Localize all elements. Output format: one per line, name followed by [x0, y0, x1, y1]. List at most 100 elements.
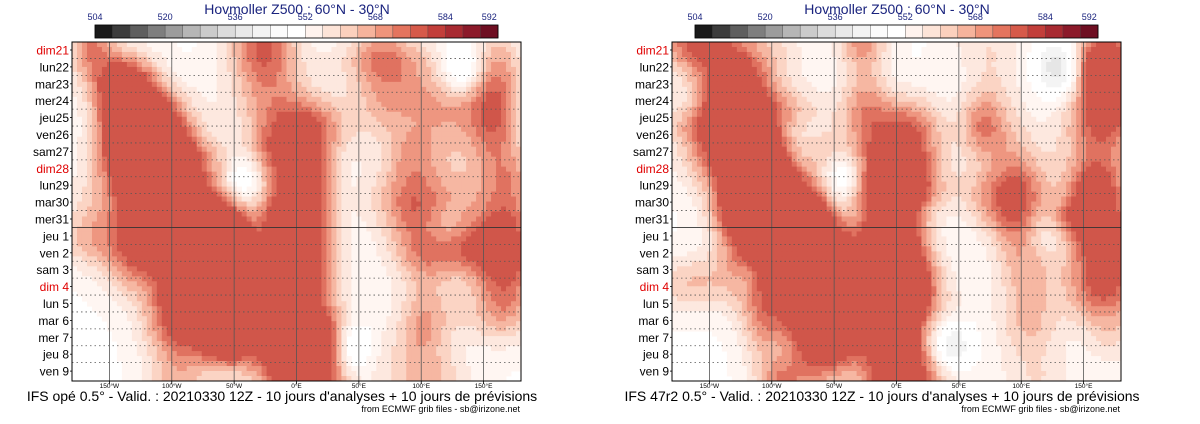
heatmap-cell	[491, 256, 497, 262]
heatmap-cell	[111, 66, 118, 73]
heatmap-cell	[221, 211, 228, 217]
heatmap-cell	[166, 141, 173, 148]
heatmap-cell	[181, 256, 188, 262]
heatmap-cell	[86, 201, 93, 207]
heatmap-cell	[366, 111, 372, 118]
heatmap-cell	[436, 296, 442, 302]
heatmap-cell	[291, 81, 297, 88]
heatmap-cell	[361, 296, 367, 302]
heatmap-cell	[301, 271, 307, 277]
heatmap-cell	[191, 216, 198, 222]
heatmap-cell	[221, 76, 228, 83]
heatmap-cell	[251, 106, 257, 113]
heatmap-cell	[186, 81, 193, 88]
heatmap-cell	[241, 111, 248, 118]
heatmap-cell	[271, 101, 277, 108]
heatmap-cell	[461, 251, 467, 257]
heatmap-cell	[386, 296, 392, 302]
heatmap-cell	[486, 91, 492, 98]
heatmap-cell	[331, 276, 337, 282]
heatmap-cell	[381, 61, 387, 68]
heatmap-cell	[216, 81, 223, 88]
heatmap-cell	[296, 161, 302, 168]
heatmap-cell	[381, 296, 387, 302]
heatmap-cell	[306, 261, 312, 267]
heatmap-cell	[261, 96, 267, 103]
heatmap-cell	[416, 206, 422, 212]
heatmap-cell	[166, 121, 173, 128]
heatmap-cell	[216, 221, 223, 227]
heatmap-cell	[251, 126, 257, 133]
heatmap-cell	[371, 201, 377, 207]
heatmap-cell	[441, 181, 447, 187]
heatmap-cell	[311, 201, 317, 207]
heatmap-cell	[371, 136, 377, 143]
heatmap-cell	[216, 256, 223, 262]
heatmap-cell	[181, 161, 188, 168]
heatmap-cell	[96, 111, 103, 118]
heatmap-cell	[456, 121, 462, 128]
heatmap-cell	[216, 101, 223, 108]
heatmap-cell	[211, 221, 218, 227]
heatmap-cell	[401, 146, 407, 153]
heatmap-cell	[86, 266, 93, 272]
heatmap-cell	[296, 256, 302, 262]
heatmap-cell	[426, 246, 432, 252]
heatmap-cell	[296, 281, 302, 287]
heatmap-cell	[491, 296, 497, 302]
heatmap-cell	[491, 121, 497, 128]
heatmap-cell	[341, 216, 347, 222]
heatmap-cell	[486, 281, 492, 287]
heatmap-cell	[396, 316, 402, 322]
heatmap-cell	[221, 146, 228, 153]
heatmap-cell	[121, 136, 128, 143]
heatmap-cell	[166, 116, 173, 123]
heatmap-cell	[291, 191, 297, 197]
heatmap-cell	[86, 101, 93, 108]
heatmap-cell	[96, 171, 103, 178]
heatmap-cell	[416, 291, 422, 297]
heatmap-cell	[311, 231, 317, 237]
heatmap-cell	[496, 146, 502, 153]
heatmap-cell	[261, 176, 267, 182]
heatmap-cell	[281, 211, 287, 217]
heatmap-cell	[361, 111, 367, 118]
heatmap-cell	[251, 271, 257, 277]
heatmap-cell	[251, 276, 257, 282]
heatmap-cell	[101, 211, 108, 217]
heatmap-cell	[286, 211, 292, 217]
heatmap-cell	[336, 66, 342, 73]
heatmap-cell	[431, 271, 437, 277]
heatmap-cell	[431, 231, 437, 237]
heatmap-cell	[236, 216, 243, 222]
heatmap-cell	[421, 226, 427, 232]
heatmap-cell	[456, 171, 462, 178]
heatmap-cell	[226, 161, 233, 168]
heatmap-cell	[401, 121, 407, 128]
heatmap-cell	[301, 261, 307, 267]
heatmap-cell	[386, 221, 392, 227]
heatmap-cell	[246, 286, 252, 292]
heatmap-cell	[386, 161, 392, 168]
heatmap-cell	[291, 271, 297, 277]
heatmap-cell	[321, 281, 327, 287]
heatmap-cell	[506, 121, 512, 128]
heatmap-cell	[126, 206, 133, 212]
heatmap-cell	[96, 191, 103, 197]
heatmap-cell	[486, 171, 492, 178]
heatmap-cell	[361, 96, 367, 103]
heatmap-cell	[351, 146, 357, 153]
heatmap-cell	[411, 246, 417, 252]
heatmap-cell	[316, 81, 322, 88]
heatmap-cell	[431, 146, 437, 153]
heatmap-cell	[271, 42, 277, 48]
heatmap-cell	[301, 46, 307, 53]
heatmap-cell	[371, 256, 377, 262]
heatmap-cell	[401, 246, 407, 252]
heatmap-cell	[236, 56, 243, 63]
heatmap-cell	[176, 221, 183, 227]
heatmap-cell	[371, 42, 377, 48]
heatmap-cell	[301, 96, 307, 103]
heatmap-cell	[136, 156, 143, 163]
heatmap-cell	[211, 211, 218, 217]
